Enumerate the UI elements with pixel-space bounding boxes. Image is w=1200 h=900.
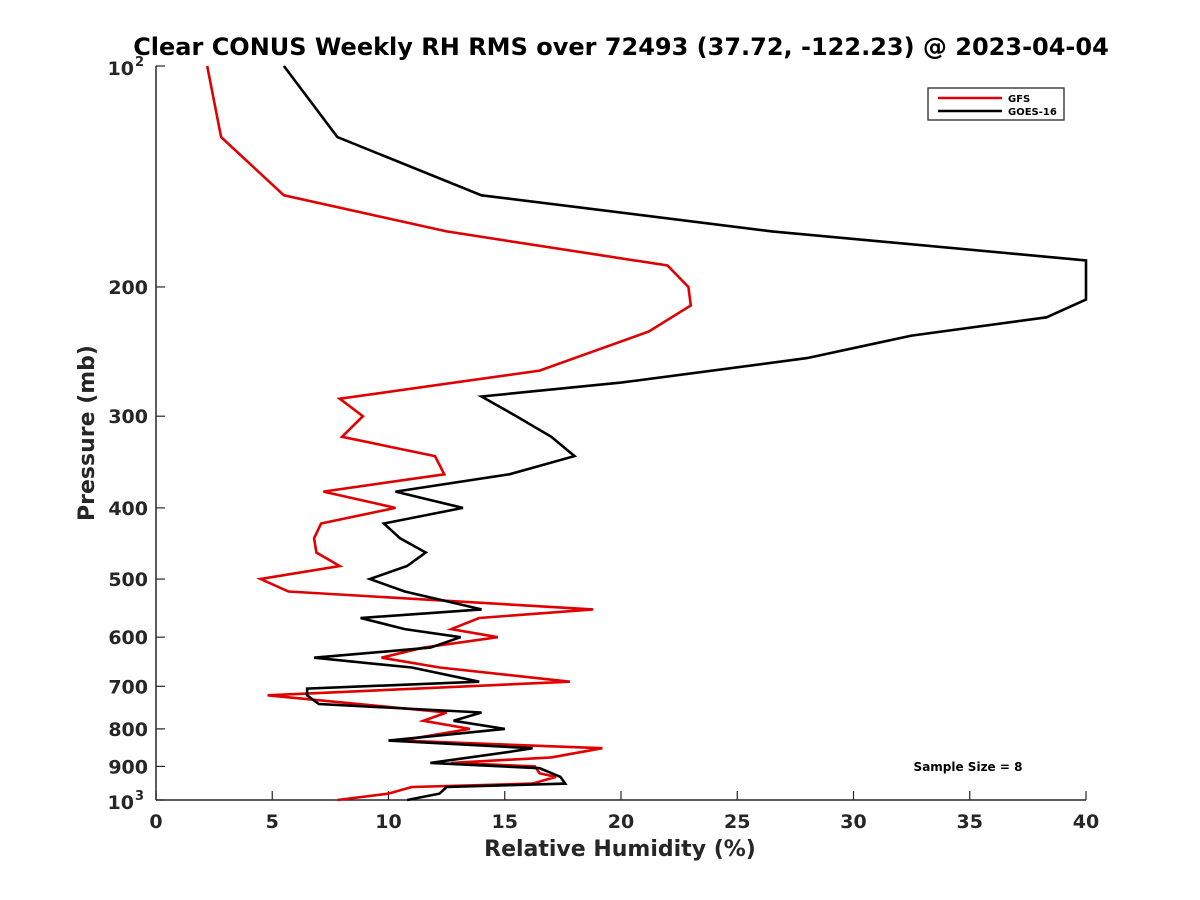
- x-tick-label: 40: [1073, 811, 1099, 833]
- y-tick-exponent: 2: [135, 55, 144, 70]
- x-tick-label: 30: [840, 811, 866, 833]
- sample-size-annotation: Sample Size = 8: [914, 760, 1023, 774]
- x-tick-label: 10: [375, 811, 401, 833]
- legend-label: GOES-16: [1008, 107, 1057, 118]
- x-tick-label: 25: [724, 811, 750, 833]
- y-tick-label: 400: [108, 498, 148, 520]
- y-axis-label: Pressure (mb): [75, 345, 100, 521]
- series-line-goes-16: [282, 65, 1088, 802]
- series-lines: [205, 65, 1088, 802]
- y-tick-label: 10: [108, 792, 134, 814]
- x-axis-label: Relative Humidity (%): [484, 837, 756, 862]
- y-tick-label: 800: [108, 719, 148, 741]
- y-tick-label: 200: [108, 277, 148, 299]
- y-tick-exponent: 3: [135, 789, 144, 804]
- legend-label: GFS: [1008, 94, 1030, 105]
- x-axis: 0 5 10 15 20 25 30 35 40: [149, 791, 1099, 833]
- y-tick-label: 700: [108, 676, 148, 698]
- chart-title: Clear CONUS Weekly RH RMS over 72493 (37…: [133, 33, 1109, 61]
- y-tick-label: 300: [108, 406, 148, 428]
- x-tick-label: 15: [492, 811, 518, 833]
- y-tick-label: 500: [108, 569, 148, 591]
- legend: GFS GOES-16: [927, 87, 1065, 121]
- y-tick-label: 600: [108, 627, 148, 649]
- legend-box: [927, 87, 1065, 121]
- x-tick-label: 20: [608, 811, 634, 833]
- x-tick-label: 0: [149, 811, 162, 833]
- y-tick-label: 900: [108, 756, 148, 778]
- series-line-gfs: [205, 65, 693, 802]
- x-tick-label: 5: [266, 811, 279, 833]
- y-tick-label: 10: [108, 58, 134, 80]
- x-tick-label: 35: [957, 811, 983, 833]
